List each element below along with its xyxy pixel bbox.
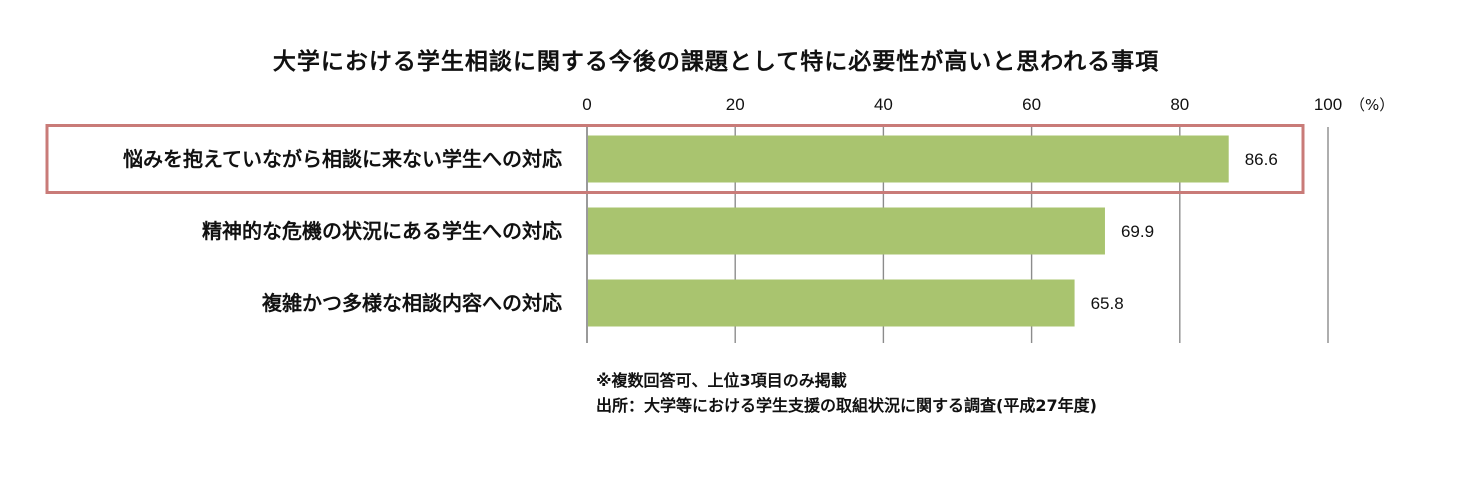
chart-notes: ※複数回答可、上位3項目のみ掲載 出所：大学等における学生支援の取組状況に関する… [596,368,1097,418]
x-axis-ticks: 0 20 40 60 80 100 （%） [582,95,1394,114]
category-label: 悩みを抱えていながら相談に来ない学生への対応 [123,147,562,171]
x-axis-unit: （%） [1350,96,1394,114]
category-label: 精神的な危機の状況にある学生への対応 [202,219,562,243]
category-labels: 悩みを抱えていながら相談に来ない学生への対応精神的な危機の状況にある学生への対応… [123,147,562,315]
value-label: 65.8 [1091,294,1124,313]
highlight-box [45,124,1305,194]
highlight-box-layer [45,124,1305,194]
x-tick-label: 80 [1170,95,1189,114]
x-tick-label: 40 [874,95,893,114]
bar [588,279,1075,327]
x-tick-label: 100 [1314,95,1342,114]
category-label: 複雑かつ多様な相談内容への対応 [262,291,562,315]
value-label: 69.9 [1121,222,1154,241]
x-tick-label: 60 [1022,95,1041,114]
note-source: 出所：大学等における学生支援の取組状況に関する調査(平成27年度) [596,396,1097,415]
value-label: 86.6 [1245,150,1278,169]
x-tick-label: 0 [582,95,591,114]
bar [588,135,1229,183]
note-multiple-answers: ※複数回答可、上位3項目のみ掲載 [596,371,847,390]
chart-title: 大学における学生相談に関する今後の課題として特に必要性が高いと思われる事項 [272,49,1160,75]
bar [588,207,1105,255]
bars: 86.6 69.9 65.8 [588,135,1278,327]
x-tick-label: 20 [726,95,745,114]
